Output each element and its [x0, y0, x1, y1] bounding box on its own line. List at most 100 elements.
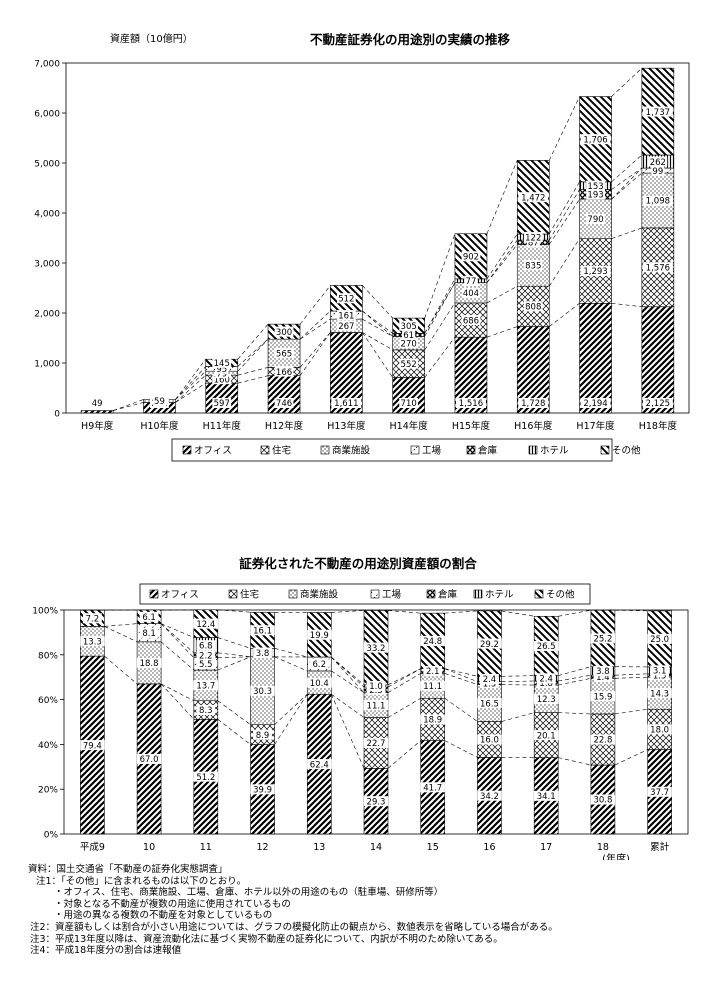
chart-title: 証券化された不動産の用途別資産額の割合 — [239, 556, 477, 571]
y-tick-label: 40% — [38, 741, 58, 751]
data-label-factory: 95 — [216, 365, 227, 375]
data-label-bg — [647, 688, 672, 699]
data-label-other: 300 — [276, 328, 292, 338]
data-label-warehouse: 1.3 — [483, 679, 497, 689]
connector-line-retail — [237, 338, 269, 372]
legend-swatch-office — [149, 589, 159, 599]
x-tick-label: 14 — [370, 842, 382, 853]
data-label-warehouse: 2.5 — [369, 686, 383, 696]
legend-box — [139, 583, 591, 605]
legend: オフィス 住宅 商業施設 工場 倉庫 ホテル その他 — [139, 583, 591, 605]
note-4: 注4：平成18年度分の割合は速報値 — [30, 945, 182, 957]
data-label-office: 62.4 — [310, 760, 329, 770]
connector-line-other — [387, 610, 421, 614]
legend-swatch-office — [182, 445, 192, 455]
data-label-office: 51.2 — [196, 773, 215, 783]
connector-line-retail — [614, 676, 648, 679]
connector-line-hotel — [501, 675, 535, 677]
data-label-bg — [642, 262, 673, 273]
data-label-factory: 6.2 — [313, 660, 327, 670]
data-label-bg — [518, 398, 549, 408]
data-label-other: 1,737 — [646, 108, 670, 118]
data-label-bg — [363, 737, 389, 748]
data-labels: 492115959716079951457461665653001,611267… — [90, 106, 673, 409]
y-tick-label: 0% — [44, 831, 59, 841]
legend-label-factory: 工場 — [422, 445, 442, 457]
data-label-warehouse: 2.1 — [426, 667, 440, 677]
data-label-warehouse: 1.5 — [653, 672, 667, 682]
data-label-factory: 161 — [338, 311, 354, 321]
connector-line-hotel — [424, 278, 456, 334]
data-label-housing: 166 — [276, 368, 292, 378]
data-label-warehouse: 61 — [403, 331, 414, 341]
data-label-housing: 1,293 — [583, 267, 607, 277]
legend-swatch-warehouse — [426, 589, 436, 599]
x-tick-label: H18年度 — [639, 420, 678, 432]
connector-line-housing — [274, 694, 308, 725]
data-label-bg — [647, 724, 672, 735]
y-tick-label: 7,000 — [34, 60, 60, 70]
bar-office — [579, 302, 612, 414]
connector-line-retail — [362, 318, 393, 337]
legend-swatch-hotel — [473, 589, 483, 599]
data-label-bg — [212, 398, 232, 408]
connector-line-retail — [274, 656, 308, 672]
connector-line-office — [611, 303, 642, 308]
connector-line-other — [299, 285, 331, 325]
data-label-hotel: 77 — [466, 277, 477, 287]
y-tick-label: 1,000 — [34, 360, 60, 370]
data-label-retail: 11.1 — [367, 701, 386, 711]
data-label-other: 29.2 — [480, 640, 499, 650]
data-label-retail: 835 — [525, 262, 541, 272]
connector-line-factory — [362, 310, 393, 337]
data-label-bg — [533, 790, 559, 801]
data-label-bg — [533, 730, 559, 741]
y-tick-label: 3,000 — [34, 260, 60, 270]
connector-line-office — [274, 694, 308, 745]
connector-line-retail — [549, 198, 580, 245]
data-label-retail: 565 — [276, 349, 292, 359]
data-label-retail: 15.9 — [593, 692, 612, 702]
data-label-bg — [307, 629, 332, 640]
connector-line-housing — [486, 285, 518, 304]
data-label-bg — [523, 232, 543, 243]
connector-line-housing — [558, 712, 591, 715]
connector-line-hotel — [217, 637, 251, 649]
data-label-office: 597 — [214, 399, 230, 409]
x-tick-label: 平成9 — [80, 841, 105, 853]
data-label-retail: 16.5 — [480, 699, 499, 709]
data-label-bg — [139, 627, 159, 638]
connector-line-office — [558, 757, 591, 766]
connector-line-retail — [113, 399, 144, 411]
connector-line-housing — [424, 302, 456, 351]
y-tick-label: 2,000 — [34, 310, 60, 320]
connector-line-retail — [331, 670, 365, 693]
connector-line-office — [217, 719, 251, 745]
data-label-office: 2,125 — [646, 399, 670, 409]
data-label-bg — [363, 642, 389, 653]
data-label-housing: 22.8 — [593, 736, 612, 746]
legend-swatch-other — [600, 445, 610, 455]
connector-line-factory — [299, 310, 331, 340]
x-tick-label: H15年度 — [452, 420, 491, 432]
legend-label-other: その他 — [546, 589, 575, 601]
data-label-hotel: 2.4 — [483, 675, 497, 685]
connector-line-retail — [611, 172, 643, 200]
data-label-bg — [399, 338, 419, 349]
connector-line-retail — [486, 244, 518, 283]
x-tick-label: 累計 — [650, 841, 670, 853]
data-label-bg — [590, 794, 616, 805]
data-label-office: 34.2 — [480, 792, 499, 802]
data-label-hotel: 1.0 — [369, 682, 383, 692]
data-label-hotel: 2.4 — [539, 675, 553, 685]
data-label-housing: 1,576 — [646, 264, 670, 274]
data-label-office: 39.9 — [253, 786, 272, 796]
connector-line-office — [237, 375, 269, 384]
data-label-bg — [586, 213, 605, 224]
connector-lines — [104, 609, 648, 769]
data-label-bg — [461, 315, 481, 326]
data-label-bg — [212, 374, 232, 385]
connector-line-warehouse — [444, 668, 478, 682]
data-label-bg — [642, 398, 673, 408]
legend-label-other: その他 — [612, 445, 641, 457]
